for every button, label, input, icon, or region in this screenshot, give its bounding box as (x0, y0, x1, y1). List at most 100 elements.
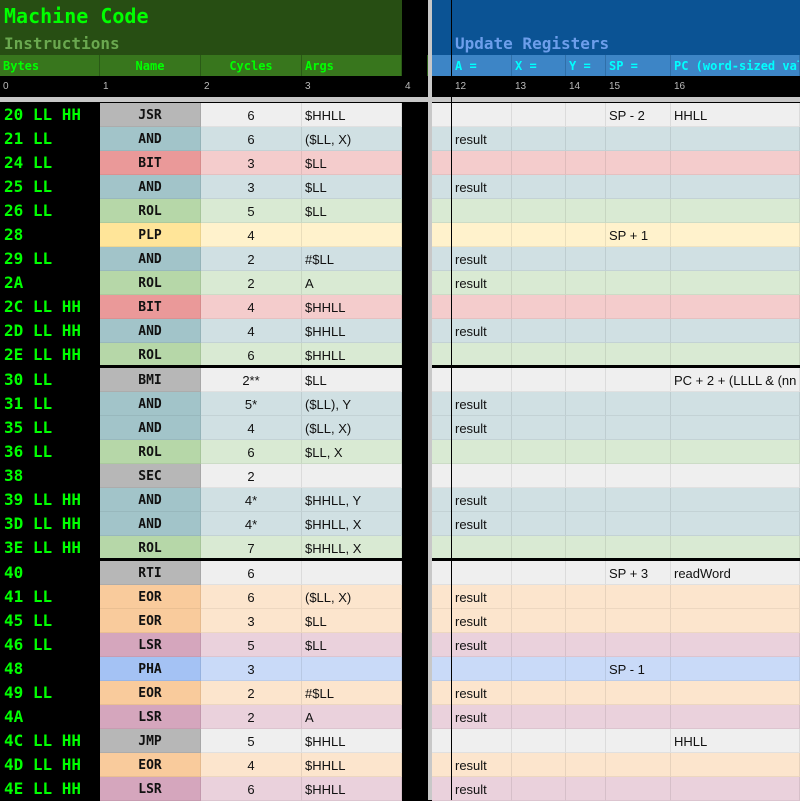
column-header-0[interactable]: Bytes (0, 55, 100, 76)
opcode-bytes[interactable]: 31 LL (0, 392, 100, 416)
blank-cell[interactable] (432, 512, 452, 536)
sp-register-cell[interactable] (606, 199, 671, 223)
y-register-cell[interactable] (566, 585, 606, 609)
pc-register-cell[interactable] (671, 488, 800, 512)
column-number[interactable]: 1 (103, 81, 109, 92)
args-cell[interactable]: $HHLL (302, 103, 402, 127)
pc-register-cell[interactable]: HHLL (671, 103, 800, 127)
blank-cell[interactable] (432, 223, 452, 247)
x-register-cell[interactable] (512, 392, 566, 416)
opcode-bytes[interactable]: 25 LL (0, 175, 100, 199)
sp-register-cell[interactable] (606, 729, 671, 753)
x-register-cell[interactable] (512, 271, 566, 295)
sp-register-cell[interactable] (606, 464, 671, 488)
sp-register-cell[interactable] (606, 609, 671, 633)
instruction-name[interactable]: AND (100, 319, 201, 343)
instruction-name[interactable]: ROL (100, 440, 201, 464)
blank-cell[interactable] (432, 464, 452, 488)
pc-register-cell[interactable] (671, 199, 800, 223)
instruction-name[interactable]: EOR (100, 585, 201, 609)
instruction-name[interactable]: BIT (100, 151, 201, 175)
instruction-name[interactable]: BIT (100, 295, 201, 319)
y-register-cell[interactable] (566, 753, 606, 777)
blank-cell[interactable] (432, 729, 452, 753)
x-register-cell[interactable] (512, 319, 566, 343)
x-register-cell[interactable] (512, 199, 566, 223)
sp-register-cell[interactable] (606, 127, 671, 151)
instruction-name[interactable]: LSR (100, 633, 201, 657)
cycles-cell[interactable]: 4 (201, 295, 302, 319)
a-register-cell[interactable]: result (452, 127, 512, 151)
opcode-bytes[interactable]: 2E LL HH (0, 343, 100, 367)
cycles-cell[interactable]: 4 (201, 416, 302, 440)
pc-register-cell[interactable] (671, 343, 800, 367)
blank-cell[interactable] (432, 295, 452, 319)
cycles-cell[interactable]: 2 (201, 464, 302, 488)
x-register-cell[interactable] (512, 633, 566, 657)
y-register-cell[interactable] (566, 705, 606, 729)
y-register-cell[interactable] (566, 368, 606, 392)
x-register-cell[interactable] (512, 681, 566, 705)
pc-register-cell[interactable] (671, 392, 800, 416)
opcode-bytes[interactable]: 29 LL (0, 247, 100, 271)
x-register-cell[interactable] (512, 512, 566, 536)
sp-register-cell[interactable] (606, 536, 671, 560)
y-register-cell[interactable] (566, 392, 606, 416)
x-register-cell[interactable] (512, 609, 566, 633)
pc-register-cell[interactable] (671, 295, 800, 319)
pc-register-cell[interactable] (671, 609, 800, 633)
x-register-cell[interactable] (512, 343, 566, 367)
a-register-cell[interactable] (452, 368, 512, 392)
args-cell[interactable]: ($LL, X) (302, 416, 402, 440)
a-register-cell[interactable] (452, 536, 512, 560)
cycles-cell[interactable]: 2 (201, 271, 302, 295)
opcode-bytes[interactable]: 4C LL HH (0, 729, 100, 753)
blank-cell[interactable] (432, 343, 452, 367)
opcode-bytes[interactable]: 46 LL (0, 633, 100, 657)
blank-cell[interactable] (432, 392, 452, 416)
pc-register-cell[interactable] (671, 175, 800, 199)
y-register-cell[interactable] (566, 633, 606, 657)
x-register-cell[interactable] (512, 488, 566, 512)
column-number[interactable]: 2 (204, 81, 210, 92)
blank-cell[interactable] (432, 247, 452, 271)
sp-register-cell[interactable]: SP + 1 (606, 223, 671, 247)
cycles-cell[interactable]: 2 (201, 247, 302, 271)
args-cell[interactable]: $HHLL, Y (302, 488, 402, 512)
x-register-cell[interactable] (512, 536, 566, 560)
cycles-cell[interactable]: 4* (201, 488, 302, 512)
opcode-bytes[interactable]: 28 (0, 223, 100, 247)
column-header-reg-1[interactable]: X = (512, 55, 566, 76)
a-register-cell[interactable] (452, 561, 512, 585)
pc-register-cell[interactable] (671, 657, 800, 681)
a-register-cell[interactable]: result (452, 585, 512, 609)
sp-register-cell[interactable] (606, 343, 671, 367)
y-register-cell[interactable] (566, 343, 606, 367)
cycles-cell[interactable]: 6 (201, 561, 302, 585)
args-cell[interactable] (302, 561, 402, 585)
blank-cell[interactable] (432, 488, 452, 512)
x-register-cell[interactable] (512, 464, 566, 488)
opcode-bytes[interactable]: 26 LL (0, 199, 100, 223)
blank-cell[interactable] (432, 585, 452, 609)
a-register-cell[interactable]: result (452, 777, 512, 801)
opcode-bytes[interactable]: 35 LL (0, 416, 100, 440)
instruction-name[interactable]: SEC (100, 464, 201, 488)
opcode-bytes[interactable]: 48 (0, 657, 100, 681)
y-register-cell[interactable] (566, 561, 606, 585)
cycles-cell[interactable]: 6 (201, 103, 302, 127)
a-register-cell[interactable]: result (452, 705, 512, 729)
y-register-cell[interactable] (566, 247, 606, 271)
blank-cell[interactable] (432, 705, 452, 729)
sp-register-cell[interactable] (606, 633, 671, 657)
sp-register-cell[interactable] (606, 271, 671, 295)
cycles-cell[interactable]: 4 (201, 319, 302, 343)
x-register-cell[interactable] (512, 295, 566, 319)
opcode-bytes[interactable]: 30 LL (0, 368, 100, 392)
blank-cell[interactable] (432, 633, 452, 657)
column-number[interactable]: 0 (3, 81, 9, 92)
args-cell[interactable]: $LL (302, 151, 402, 175)
blank-cell[interactable] (432, 440, 452, 464)
blank-cell[interactable] (432, 151, 452, 175)
column-number[interactable]: 15 (609, 81, 621, 92)
